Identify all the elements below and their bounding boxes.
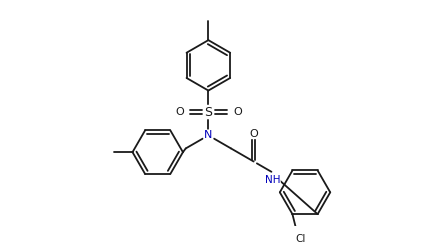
Text: NH: NH (264, 175, 279, 185)
Text: O: O (175, 107, 183, 117)
Text: O: O (233, 107, 241, 117)
Text: Cl: Cl (295, 234, 305, 242)
Text: N: N (204, 130, 212, 140)
Text: O: O (249, 129, 257, 138)
Text: S: S (204, 106, 212, 119)
